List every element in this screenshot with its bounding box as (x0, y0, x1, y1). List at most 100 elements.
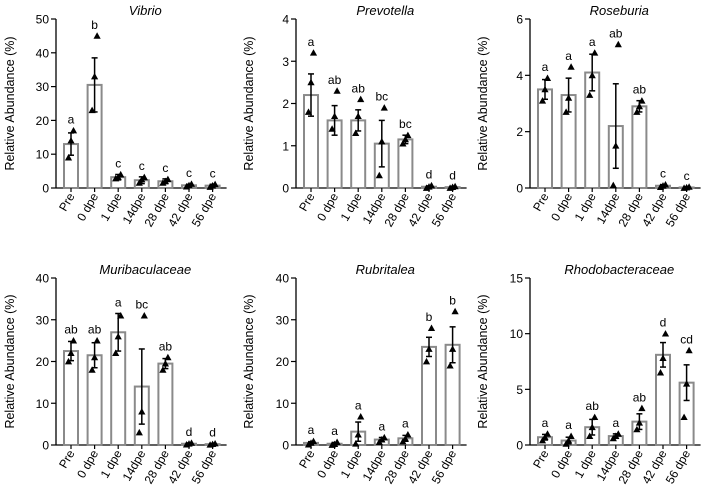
y-axis-label: Relative Abundance (%) (3, 36, 17, 170)
significance-letter: cd (680, 332, 693, 346)
significance-letter: ab (328, 73, 342, 87)
significance-letter: a (402, 417, 409, 431)
x-tick-label: Pre (296, 447, 318, 470)
y-tick-label: 3 (282, 55, 289, 69)
y-tick-label: 1 (282, 139, 289, 153)
y-tick-label: 20 (36, 355, 50, 369)
y-tick-label: 10 (510, 327, 524, 341)
y-tick-label: 15 (510, 272, 524, 286)
significance-letter: d (660, 316, 667, 330)
data-point (93, 337, 101, 344)
y-tick-label: 0 (42, 182, 49, 196)
x-tick-label: 56 dpe (429, 190, 460, 229)
chart-title: Rubritalea (356, 262, 415, 277)
significance-letter: a (565, 49, 572, 63)
significance-letter: a (308, 35, 315, 49)
data-point (680, 413, 688, 421)
data-point (88, 366, 96, 373)
chart-title: Prevotella (356, 3, 414, 18)
y-tick-label: 5 (516, 383, 523, 397)
significance-letter: a (565, 418, 572, 432)
chart-title: Rhodobacteraceae (564, 262, 674, 277)
bar (86, 354, 103, 446)
chart-panel-3: 0 2 4 6 Roseburia Relative Abundance (%) a Pre a… (476, 3, 701, 229)
y-tick-label: 10 (36, 148, 50, 162)
data-point (333, 87, 341, 94)
x-tick-label: 56 dpe (663, 447, 694, 486)
significance-letter: ab (633, 83, 647, 97)
significance-letter: ab (586, 399, 600, 413)
data-point (446, 362, 454, 369)
data-point (140, 311, 148, 319)
x-tick-label: 0 dpe (74, 190, 101, 223)
data-point (380, 104, 388, 111)
x-tick-label: Pre (296, 190, 318, 213)
significance-letter: c (210, 166, 216, 180)
data-point (538, 97, 547, 104)
significance-letter: a (589, 35, 596, 49)
data-point (93, 32, 101, 39)
significance-letter: b (426, 310, 433, 324)
y-tick-label: 2 (282, 97, 289, 111)
data-point (64, 153, 73, 161)
bar (421, 345, 437, 447)
data-point (422, 357, 431, 365)
x-tick-label: Pre (56, 447, 78, 470)
significance-letter: d (186, 425, 193, 439)
data-point (352, 440, 360, 447)
data-point (451, 307, 459, 315)
significance-letter: b (449, 293, 456, 307)
y-tick-label: 10 (36, 397, 50, 411)
x-tick-label: 0 dpe (314, 447, 341, 480)
chart-panel-4: 0 10 20 30 40 Muribaculaceae Relative Abundanc… (3, 262, 227, 486)
y-tick-label: 6 (516, 13, 523, 27)
bar (537, 88, 553, 189)
x-tick-label: Pre (530, 190, 552, 213)
data-point (375, 171, 383, 179)
significance-letter: ab (352, 81, 366, 95)
significance-letter: ab (88, 323, 102, 337)
x-tick-label: 0 dpe (74, 447, 101, 480)
significance-letter: a (612, 416, 619, 430)
data-point (586, 432, 594, 439)
y-tick-label: 20 (36, 114, 50, 128)
data-point (586, 91, 594, 98)
y-axis-label: Relative Abundance (%) (242, 36, 256, 170)
significance-letter: c (660, 167, 666, 181)
y-tick-label: 10 (276, 397, 290, 411)
significance-letter: a (542, 60, 549, 74)
significance-letter: a (355, 399, 362, 413)
chart-panel-1: 0 10 20 30 40 50 Vibrio Relative Abundance (%) a… (3, 3, 227, 229)
x-tick-label: 56 dpe (189, 190, 220, 229)
y-tick-label: 0 (282, 182, 289, 196)
significance-letter: bc (135, 298, 148, 312)
chart-title: Vibrio (129, 3, 162, 18)
data-point (309, 49, 318, 56)
chart-panel-5: 0 10 20 30 40 Rubritalea Relative Abundance (%… (242, 262, 467, 486)
y-tick-label: 50 (36, 13, 50, 27)
significance-letter: bc (399, 117, 412, 131)
significance-letter: d (426, 167, 433, 181)
data-point (656, 369, 665, 376)
y-tick-label: 2 (516, 125, 523, 139)
x-tick-label: 56 dpe (663, 190, 694, 229)
bar (631, 105, 648, 189)
significance-letter: ab (633, 390, 647, 404)
chart-panel-6: 0 5 10 15 Rhodobacteraceae Relative Abundance… (476, 262, 701, 486)
bar (63, 350, 79, 446)
y-tick-label: 40 (36, 272, 50, 286)
y-tick-label: 20 (276, 355, 290, 369)
significance-letter: a (68, 113, 75, 127)
significance-letter: a (115, 295, 122, 309)
significance-letter: a (542, 416, 549, 430)
x-tick-label: 0 dpe (314, 190, 341, 223)
significance-letter: ab (64, 323, 78, 337)
y-tick-label: 30 (36, 80, 50, 94)
y-tick-label: 30 (276, 313, 290, 327)
significance-letter: b (91, 18, 98, 32)
significance-letter: c (162, 161, 168, 175)
data-point (661, 330, 670, 337)
y-axis-label: Relative Abundance (%) (242, 294, 256, 428)
bar (157, 362, 174, 446)
